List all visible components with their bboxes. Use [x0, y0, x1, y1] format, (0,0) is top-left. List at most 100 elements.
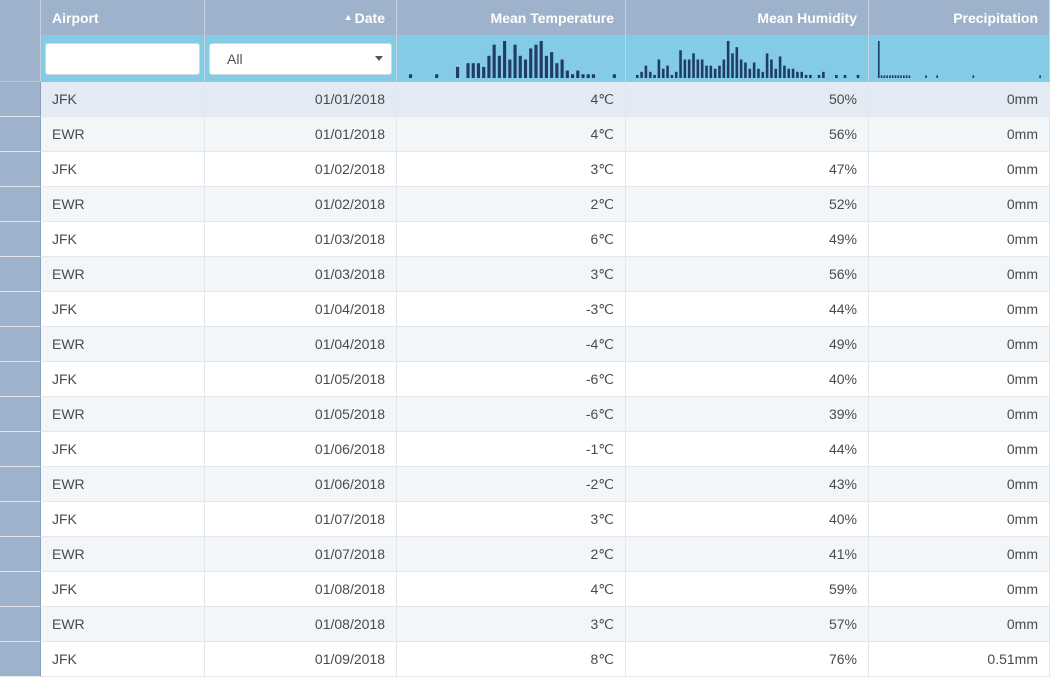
- humidity-histogram[interactable]: [626, 35, 868, 82]
- table-row[interactable]: EWR 01/01/2018 4℃ 56% 0mm: [0, 117, 1050, 152]
- cell-temp[interactable]: 2℃: [397, 537, 626, 572]
- cell-precip[interactable]: 0mm: [869, 222, 1050, 257]
- row-header-cell[interactable]: [0, 362, 41, 397]
- table-row[interactable]: JFK 01/01/2018 4℃ 50% 0mm: [0, 82, 1050, 117]
- cell-temp[interactable]: 3℃: [397, 152, 626, 187]
- precipitation-histogram[interactable]: [869, 35, 1049, 82]
- cell-airport[interactable]: JFK: [41, 502, 205, 537]
- cell-airport[interactable]: EWR: [41, 397, 205, 432]
- precipitation-filter-cell[interactable]: [869, 35, 1050, 82]
- row-header-cell[interactable]: [0, 117, 41, 152]
- cell-humidity[interactable]: 57%: [626, 607, 869, 642]
- date-filter-dropdown[interactable]: All: [209, 42, 392, 75]
- cell-date[interactable]: 01/04/2018: [205, 327, 397, 362]
- cell-airport[interactable]: EWR: [41, 607, 205, 642]
- table-row[interactable]: JFK 01/05/2018 -6℃ 40% 0mm: [0, 362, 1050, 397]
- cell-humidity[interactable]: 40%: [626, 502, 869, 537]
- cell-temp[interactable]: 3℃: [397, 502, 626, 537]
- cell-airport[interactable]: JFK: [41, 82, 205, 117]
- temperature-filter-cell[interactable]: [397, 35, 626, 82]
- cell-date[interactable]: 01/01/2018: [205, 82, 397, 117]
- table-row[interactable]: EWR 01/07/2018 2℃ 41% 0mm: [0, 537, 1050, 572]
- cell-airport[interactable]: JFK: [41, 432, 205, 467]
- cell-precip[interactable]: 0mm: [869, 257, 1050, 292]
- cell-precip[interactable]: 0mm: [869, 397, 1050, 432]
- cell-temp[interactable]: 3℃: [397, 257, 626, 292]
- cell-temp[interactable]: -6℃: [397, 362, 626, 397]
- cell-temp[interactable]: 2℃: [397, 187, 626, 222]
- row-header-cell[interactable]: [0, 187, 41, 222]
- column-header-precipitation[interactable]: Precipitation: [869, 0, 1050, 35]
- cell-humidity[interactable]: 56%: [626, 117, 869, 152]
- table-row[interactable]: EWR 01/04/2018 -4℃ 49% 0mm: [0, 327, 1050, 362]
- table-row[interactable]: JFK 01/04/2018 -3℃ 44% 0mm: [0, 292, 1050, 327]
- corner-header-cell[interactable]: [0, 0, 41, 35]
- column-header-mean-humidity[interactable]: Mean Humidity: [626, 0, 869, 35]
- cell-airport[interactable]: EWR: [41, 467, 205, 502]
- cell-date[interactable]: 01/07/2018: [205, 502, 397, 537]
- airport-filter-input[interactable]: [45, 42, 200, 75]
- cell-temp[interactable]: 3℃: [397, 607, 626, 642]
- cell-temp[interactable]: 4℃: [397, 82, 626, 117]
- cell-date[interactable]: 01/09/2018: [205, 642, 397, 677]
- row-header-cell[interactable]: [0, 537, 41, 572]
- table-row[interactable]: JFK 01/08/2018 4℃ 59% 0mm: [0, 572, 1050, 607]
- table-row[interactable]: JFK 01/09/2018 8℃ 76% 0.51mm: [0, 642, 1050, 677]
- cell-date[interactable]: 01/08/2018: [205, 572, 397, 607]
- cell-date[interactable]: 01/03/2018: [205, 222, 397, 257]
- cell-date[interactable]: 01/05/2018: [205, 362, 397, 397]
- cell-humidity[interactable]: 39%: [626, 397, 869, 432]
- cell-temp[interactable]: 4℃: [397, 117, 626, 152]
- row-header-cell[interactable]: [0, 572, 41, 607]
- cell-precip[interactable]: 0mm: [869, 467, 1050, 502]
- cell-airport[interactable]: EWR: [41, 117, 205, 152]
- cell-airport[interactable]: JFK: [41, 362, 205, 397]
- cell-date[interactable]: 01/03/2018: [205, 257, 397, 292]
- cell-date[interactable]: 01/05/2018: [205, 397, 397, 432]
- cell-airport[interactable]: EWR: [41, 187, 205, 222]
- cell-airport[interactable]: JFK: [41, 152, 205, 187]
- cell-temp[interactable]: 6℃: [397, 222, 626, 257]
- cell-humidity[interactable]: 52%: [626, 187, 869, 222]
- table-row[interactable]: JFK 01/06/2018 -1℃ 44% 0mm: [0, 432, 1050, 467]
- cell-date[interactable]: 01/02/2018: [205, 187, 397, 222]
- cell-airport[interactable]: JFK: [41, 572, 205, 607]
- cell-humidity[interactable]: 50%: [626, 82, 869, 117]
- cell-precip[interactable]: 0mm: [869, 502, 1050, 537]
- cell-precip[interactable]: 0mm: [869, 432, 1050, 467]
- row-header-cell[interactable]: [0, 607, 41, 642]
- cell-date[interactable]: 01/06/2018: [205, 467, 397, 502]
- cell-airport[interactable]: JFK: [41, 642, 205, 677]
- table-row[interactable]: EWR 01/02/2018 2℃ 52% 0mm: [0, 187, 1050, 222]
- cell-precip[interactable]: 0mm: [869, 327, 1050, 362]
- row-header-cell[interactable]: [0, 327, 41, 362]
- cell-temp[interactable]: -1℃: [397, 432, 626, 467]
- table-row[interactable]: JFK 01/07/2018 3℃ 40% 0mm: [0, 502, 1050, 537]
- cell-airport[interactable]: EWR: [41, 327, 205, 362]
- row-header-cell[interactable]: [0, 222, 41, 257]
- cell-precip[interactable]: 0mm: [869, 152, 1050, 187]
- cell-precip[interactable]: 0mm: [869, 187, 1050, 222]
- cell-airport[interactable]: EWR: [41, 257, 205, 292]
- row-header-cell[interactable]: [0, 467, 41, 502]
- cell-airport[interactable]: EWR: [41, 537, 205, 572]
- cell-precip[interactable]: 0mm: [869, 362, 1050, 397]
- cell-humidity[interactable]: 44%: [626, 292, 869, 327]
- cell-humidity[interactable]: 40%: [626, 362, 869, 397]
- cell-date[interactable]: 01/06/2018: [205, 432, 397, 467]
- cell-precip[interactable]: 0mm: [869, 292, 1050, 327]
- temperature-histogram[interactable]: [397, 35, 625, 82]
- cell-date[interactable]: 01/08/2018: [205, 607, 397, 642]
- cell-temp[interactable]: -6℃: [397, 397, 626, 432]
- cell-date[interactable]: 01/07/2018: [205, 537, 397, 572]
- cell-humidity[interactable]: 59%: [626, 572, 869, 607]
- row-header-cell[interactable]: [0, 432, 41, 467]
- table-row[interactable]: EWR 01/08/2018 3℃ 57% 0mm: [0, 607, 1050, 642]
- cell-airport[interactable]: JFK: [41, 222, 205, 257]
- cell-precip[interactable]: 0mm: [869, 607, 1050, 642]
- table-row[interactable]: EWR 01/05/2018 -6℃ 39% 0mm: [0, 397, 1050, 432]
- cell-humidity[interactable]: 49%: [626, 327, 869, 362]
- cell-precip[interactable]: 0mm: [869, 82, 1050, 117]
- row-header-cell[interactable]: [0, 397, 41, 432]
- cell-precip[interactable]: 0mm: [869, 537, 1050, 572]
